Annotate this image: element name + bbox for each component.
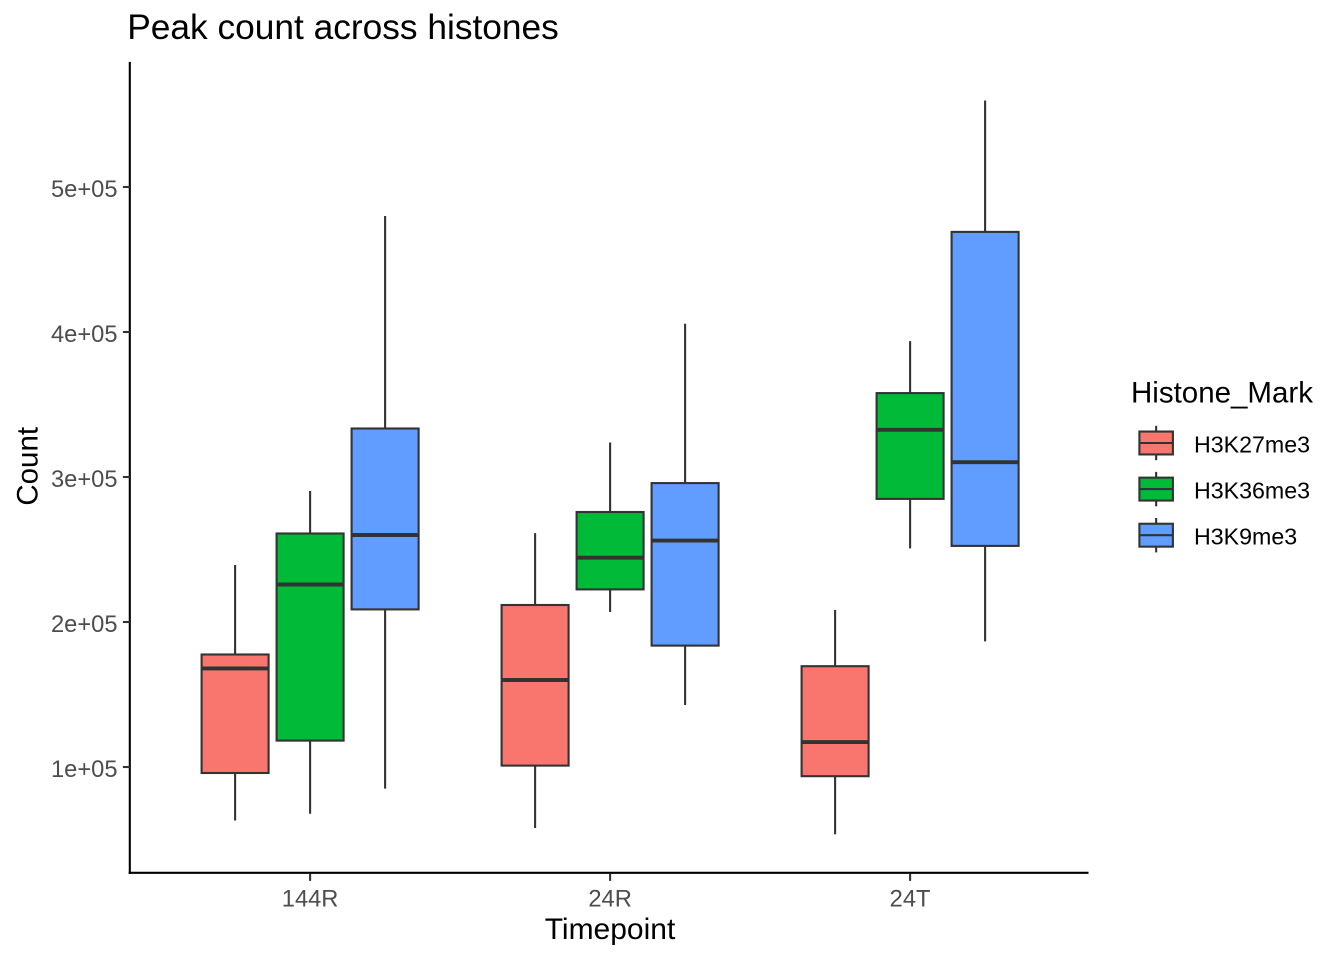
svg-text:Timepoint: Timepoint [545,913,676,946]
svg-text:Count: Count [11,427,44,506]
svg-text:24R: 24R [588,886,631,912]
svg-text:2e+05: 2e+05 [51,612,118,638]
svg-text:4e+05: 4e+05 [51,322,118,348]
svg-text:H3K27me3: H3K27me3 [1194,431,1310,457]
svg-text:Histone_Mark: Histone_Mark [1131,377,1313,410]
svg-text:H3K9me3: H3K9me3 [1194,524,1297,550]
svg-text:H3K36me3: H3K36me3 [1194,477,1310,503]
svg-text:5e+05: 5e+05 [51,177,118,203]
svg-text:24T: 24T [890,886,931,912]
svg-text:Peak count across histones: Peak count across histones [127,8,559,47]
svg-text:1e+05: 1e+05 [51,757,118,783]
svg-text:3e+05: 3e+05 [51,467,118,493]
svg-text:144R: 144R [282,886,339,912]
